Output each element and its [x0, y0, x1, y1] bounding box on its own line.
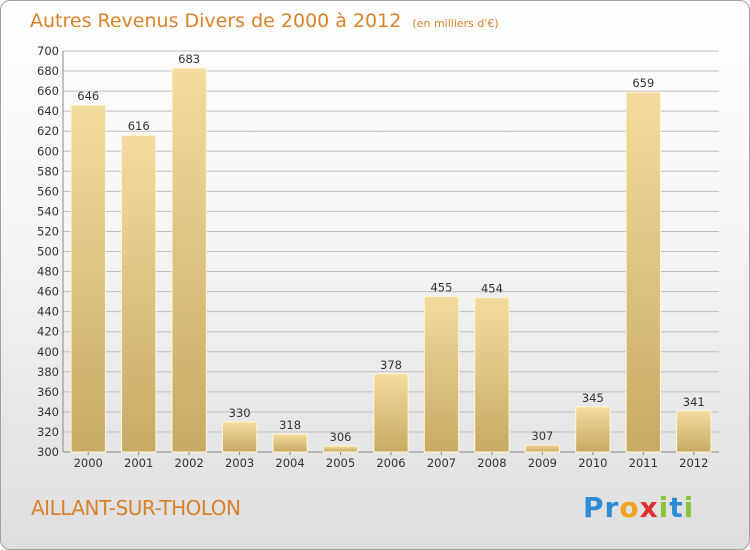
- y-tick-label: 480: [37, 265, 59, 279]
- y-tick-label: 600: [37, 144, 59, 158]
- x-tick-label: 2002: [175, 456, 204, 470]
- y-tick-label: 620: [37, 124, 59, 138]
- bar-2003: [221, 421, 258, 453]
- y-tick-label: 320: [37, 425, 59, 439]
- y-tick-label: 360: [37, 385, 59, 399]
- y-tick-label: 700: [37, 44, 59, 58]
- logo-letter: x: [639, 491, 659, 524]
- x-tick-label: 2003: [225, 456, 254, 470]
- bar-2000: [70, 104, 106, 453]
- x-tick-label: 2004: [275, 456, 304, 470]
- x-tick-label: 2006: [376, 456, 405, 470]
- x-axis-ticks: 2000 2001 2002 2003 2004 2005 2006 2007 2008 2009…: [74, 452, 708, 470]
- chart-header: Autres Revenus Divers de 2000 à 2012 (en…: [30, 10, 499, 32]
- bar-2006: [373, 373, 409, 453]
- bar-2007: [423, 296, 460, 453]
- y-tick-label: 460: [37, 285, 59, 299]
- bar-2010: [575, 406, 611, 453]
- logo-letter: t: [669, 491, 684, 524]
- city-name: AILLANT-SUR-THOLON: [31, 496, 241, 520]
- data-label-2010: 345: [582, 391, 604, 405]
- y-tick-label: 660: [37, 84, 59, 98]
- data-label-2004: 318: [279, 418, 301, 432]
- data-label-2000: 646: [77, 89, 99, 103]
- bar-2005: [322, 445, 359, 453]
- bar-2012: [676, 410, 712, 453]
- data-label-2001: 616: [128, 119, 150, 133]
- chart-unit-note: (en milliers d'€): [412, 17, 499, 30]
- bar-2002: [171, 67, 207, 453]
- data-label-2007: 455: [430, 281, 452, 295]
- bar-2001: [121, 134, 157, 453]
- x-tick-label: 2009: [528, 456, 557, 470]
- x-tick-label: 2011: [629, 456, 658, 470]
- y-tick-label: 500: [37, 245, 59, 259]
- y-tick-label: 380: [37, 365, 59, 379]
- y-tick-label: 540: [37, 204, 59, 218]
- y-tick-label: 520: [37, 224, 59, 238]
- data-label-2005: 306: [330, 430, 352, 444]
- y-tick-label: 560: [37, 184, 59, 198]
- x-tick-label: 2000: [74, 456, 103, 470]
- proxiti-logo[interactable]: Proxiti: [583, 491, 694, 524]
- y-tick-label: 420: [37, 325, 59, 339]
- x-tick-label: 2001: [124, 456, 153, 470]
- bar-2004: [272, 433, 308, 453]
- bars: [70, 67, 712, 453]
- y-tick-label: 640: [37, 104, 59, 118]
- data-label-2011: 659: [632, 76, 654, 90]
- bar-2011: [625, 91, 661, 453]
- bar-2008: [474, 297, 510, 453]
- data-label-2003: 330: [229, 406, 251, 420]
- chart-title: Autres Revenus Divers de 2000 à 2012: [30, 10, 402, 32]
- logo-letter: o: [619, 491, 640, 524]
- data-label-2008: 454: [481, 282, 503, 296]
- x-tick-label: 2008: [477, 456, 506, 470]
- y-tick-label: 680: [37, 64, 59, 78]
- x-tick-label: 2005: [326, 456, 355, 470]
- y-tick-label: 340: [37, 405, 59, 419]
- y-tick-label: 580: [37, 164, 59, 178]
- x-tick-label: 2007: [427, 456, 456, 470]
- logo-letter: i: [658, 491, 670, 524]
- data-label-2012: 341: [683, 395, 705, 409]
- logo-letter: P: [583, 491, 605, 524]
- y-tick-label: 440: [37, 305, 59, 319]
- x-tick-label: 2010: [578, 456, 607, 470]
- y-tick-label: 400: [37, 345, 59, 359]
- data-label-2009: 307: [531, 429, 553, 443]
- logo-letter: r: [604, 491, 620, 524]
- bar-2009: [524, 444, 561, 453]
- y-axis-ticks: 300 320 340 360 380 400 420 440 460 480 500 520 540 5…: [37, 44, 59, 459]
- y-tick-label: 300: [37, 445, 59, 459]
- x-tick-label: 2012: [679, 456, 708, 470]
- data-label-2006: 378: [380, 358, 402, 372]
- logo-letter: i: [683, 491, 695, 524]
- data-labels: 646 616 683 330 318 306 378 455 454 307 345 659 341: [77, 52, 704, 444]
- data-label-2002: 683: [178, 52, 200, 66]
